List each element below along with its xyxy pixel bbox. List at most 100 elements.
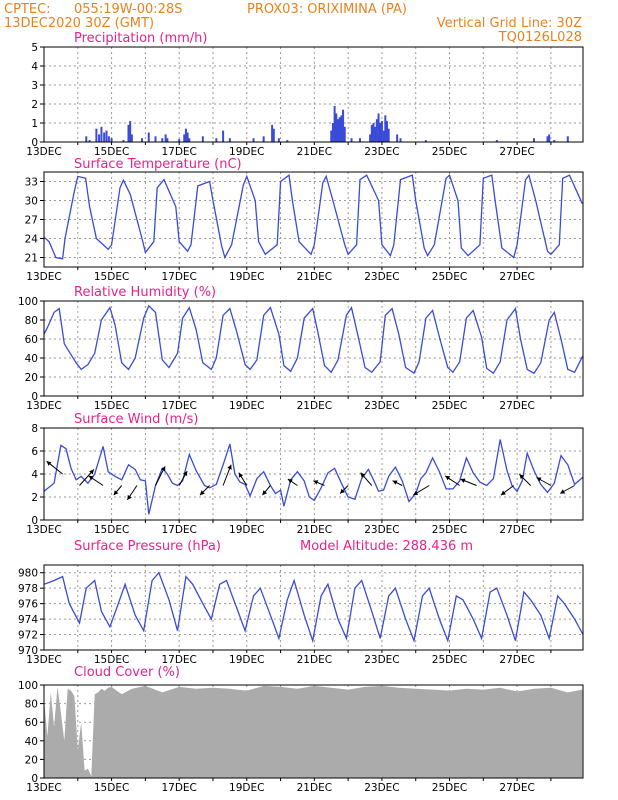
x-tick-label: 19DEC xyxy=(229,146,264,158)
chart-panel: Surface Pressure (hPa) Model Altitude: 28… xyxy=(18,539,584,666)
x-tick-label: 15DEC xyxy=(94,271,129,283)
precip-bar xyxy=(107,136,110,142)
header-coordinates: 055:19W-00:28S xyxy=(74,2,182,17)
x-tick-label: 25DEC xyxy=(432,271,467,283)
x-tick-label: 17DEC xyxy=(161,782,196,794)
y-tick-label: 60 xyxy=(25,334,38,346)
precip-bar xyxy=(553,140,556,142)
precip-bar xyxy=(340,115,343,142)
precip-bar xyxy=(337,119,339,142)
y-tick-label: 80 xyxy=(25,315,38,327)
header-model-id: TQ0126L028 xyxy=(498,30,582,45)
wind-arrow-head xyxy=(88,475,94,481)
y-tick-label: 0 xyxy=(31,515,38,527)
y-tick-label: 978 xyxy=(18,583,38,595)
x-tick-label: 15DEC xyxy=(94,400,129,412)
x-tick-label: 21DEC xyxy=(297,400,332,412)
precip-bar xyxy=(369,134,372,142)
chart-panel: Relative Humidity (%) 0 20 40 60 80 100 13DEC 15… xyxy=(18,285,584,412)
precip-bar xyxy=(396,134,399,142)
precip-bar xyxy=(343,126,346,142)
chart-panel: Surface Temperature (nC) 21 24 27 30 33 13DEC 1… xyxy=(25,157,584,283)
precip-bar xyxy=(201,136,204,142)
x-tick-label: 13DEC xyxy=(26,782,61,794)
wind-arrow-head xyxy=(560,489,566,494)
x-tick-label: 25DEC xyxy=(432,400,467,412)
x-tick-label: 25DEC xyxy=(432,524,467,536)
y-tick-label: 3 xyxy=(31,80,38,92)
y-tick-label: 974 xyxy=(18,614,38,626)
y-tick-label: 976 xyxy=(18,599,38,611)
precip-bar xyxy=(164,134,167,142)
x-tick-label: 25DEC xyxy=(432,654,467,666)
wind-arrow-head xyxy=(500,490,506,496)
x-tick-label: 19DEC xyxy=(229,400,264,412)
series-line xyxy=(43,304,584,375)
precip-bar xyxy=(331,123,334,142)
cloud-cover-area xyxy=(44,685,583,778)
precip-bar xyxy=(566,136,569,142)
y-tick-label: 60 xyxy=(25,717,38,729)
x-tick-label: 21DEC xyxy=(297,654,332,666)
wind-arrow-head xyxy=(340,488,345,494)
x-tick-label: 23DEC xyxy=(364,524,399,536)
precip-bar xyxy=(228,138,231,142)
wind-arrow-head xyxy=(161,466,166,472)
x-tick-label: 27DEC xyxy=(499,782,534,794)
y-tick-label: 2 xyxy=(31,99,38,111)
chart-title: Surface Wind (m/s) xyxy=(74,412,198,427)
precip-bar xyxy=(358,138,361,142)
wind-arrow-head xyxy=(519,474,525,480)
header-forecast-date: 13DEC2020 30Z (GMT) xyxy=(4,16,154,31)
x-tick-label: 27DEC xyxy=(499,400,534,412)
plot-frame xyxy=(43,684,584,779)
y-tick-label: 0 xyxy=(31,137,38,149)
precip-bar xyxy=(129,121,132,142)
wind-arrow-head xyxy=(445,475,451,481)
x-tick-label: 27DEC xyxy=(499,524,534,536)
precip-bar xyxy=(161,138,164,142)
y-tick-label: 80 xyxy=(25,699,38,711)
wind-arrow-head xyxy=(413,490,419,496)
precip-bar xyxy=(183,134,186,142)
precip-bar xyxy=(375,119,378,142)
precip-bar xyxy=(377,113,380,142)
x-tick-label: 27DEC xyxy=(499,146,534,158)
wind-arrow-head xyxy=(262,490,268,496)
x-tick-label: 19DEC xyxy=(229,654,264,666)
precip-bar xyxy=(95,128,98,142)
x-tick-label: 25DEC xyxy=(432,146,467,158)
precip-bar xyxy=(154,136,157,142)
x-tick-label: 15DEC xyxy=(94,524,129,536)
precip-bar xyxy=(127,124,130,142)
precip-bar xyxy=(262,136,265,142)
wind-arrow-head xyxy=(392,480,398,485)
precip-bar xyxy=(147,132,150,142)
header-grid-note: Vertical Grid Line: 30Z xyxy=(437,16,582,31)
y-tick-label: 0 xyxy=(31,773,38,785)
y-tick-label: 100 xyxy=(18,296,38,308)
precip-bar xyxy=(222,130,225,142)
wind-arrow-head xyxy=(89,469,94,475)
precip-bar xyxy=(105,130,108,142)
precip-bar xyxy=(110,138,113,142)
x-tick-label: 21DEC xyxy=(297,271,332,283)
precip-bar xyxy=(387,128,390,142)
y-tick-label: 100 xyxy=(18,680,38,692)
precip-bar xyxy=(546,136,549,142)
precip-bar xyxy=(272,128,275,142)
precip-bar xyxy=(122,140,125,142)
y-tick-label: 8 xyxy=(31,423,38,435)
precip-bar xyxy=(379,123,382,142)
precip-bar xyxy=(141,138,143,142)
chart-title: Relative Humidity (%) xyxy=(74,285,216,300)
precip-bar xyxy=(85,136,88,142)
precip-bar xyxy=(533,138,535,142)
precip-bar xyxy=(178,139,181,142)
wind-arrow-head xyxy=(360,472,366,478)
series-line xyxy=(43,439,584,515)
precip-bar xyxy=(103,132,106,142)
chart-panel: Surface Wind (m/s) 0 2 4 6 8 13DEC 15DEC 17DEC 19… xyxy=(26,412,584,536)
x-tick-label: 23DEC xyxy=(364,782,399,794)
x-tick-label: 17DEC xyxy=(161,654,196,666)
